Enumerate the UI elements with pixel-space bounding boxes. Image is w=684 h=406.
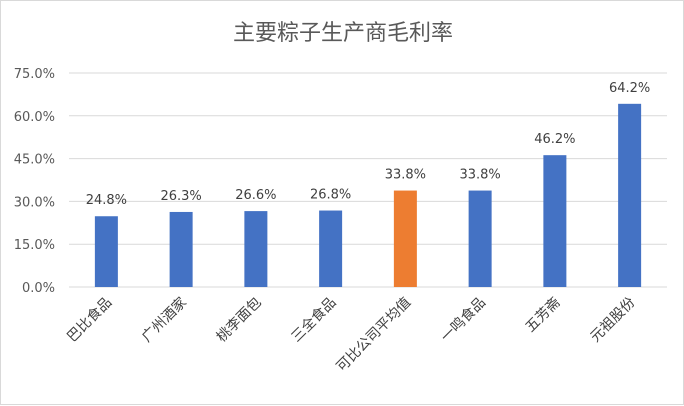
bar [244,211,268,287]
y-tick-label: 15.0% [14,238,55,253]
x-tick-label: 三全食品 [288,294,340,346]
y-tick-label: 0.0% [22,281,55,296]
data-label: 33.8% [459,168,500,183]
data-label: 46.2% [534,132,575,147]
data-label: 33.8% [385,168,426,183]
x-tick-label: 桃李面包 [214,295,265,346]
x-tick-label: 一鸣食品 [437,294,489,346]
data-label: 26.8% [310,188,351,203]
bar [543,155,567,287]
x-tick-label: 五芳斋 [522,294,564,336]
bar [94,216,118,287]
x-tick-label: 元祖股份 [588,295,639,346]
bar [319,210,343,287]
data-label: 26.6% [235,188,276,203]
data-label: 24.8% [86,193,127,208]
bar [393,190,417,287]
x-tick-label: 可比公司平均值 [334,295,415,376]
y-tick-label: 60.0% [14,110,55,125]
bar [618,103,642,287]
x-tick-label: 巴比食品 [64,294,116,346]
y-tick-label: 30.0% [14,195,55,210]
chart-title: 主要粽子生产商毛利率 [232,21,453,46]
y-tick-label: 45.0% [14,153,55,168]
bar [468,190,492,287]
bar [169,211,193,287]
data-label: 26.3% [160,189,201,204]
x-tick-label: 广州酒家 [138,294,190,346]
y-tick-label: 75.0% [14,67,55,82]
data-label: 64.2% [609,81,650,96]
